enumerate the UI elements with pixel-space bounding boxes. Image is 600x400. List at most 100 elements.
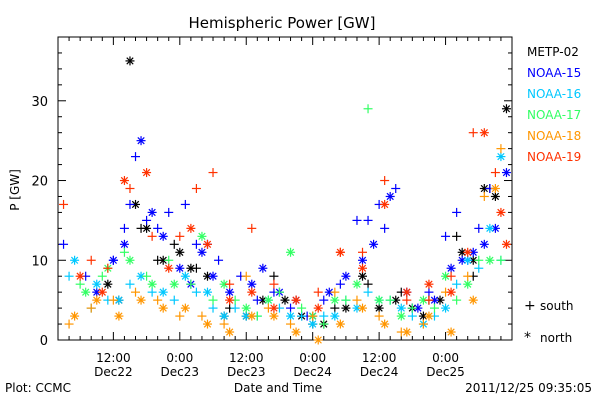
north-point-noaa-18 [180, 303, 190, 313]
south-point-noaa-16 [208, 303, 218, 313]
north-point-noaa-19 [119, 176, 129, 186]
star-stroke [159, 288, 167, 296]
plot-credit: Plot: CCMC [5, 381, 71, 395]
south-point-noaa-15 [352, 215, 362, 225]
star-stroke [425, 312, 433, 320]
star-stroke [447, 288, 455, 296]
x-axis-label: Date and Time [234, 381, 322, 395]
star-stroke [248, 312, 256, 320]
south-point-noaa-18 [308, 311, 318, 321]
star-stroke [358, 256, 367, 264]
south-point-noaa-19 [103, 263, 113, 273]
star-stroke [342, 272, 350, 280]
star-stroke [375, 304, 383, 312]
star-stroke [436, 296, 444, 304]
star-stroke [369, 240, 378, 248]
north-point-noaa-19 [164, 263, 174, 273]
north-point-noaa-19 [75, 271, 85, 281]
north-point-noaa-18 [380, 319, 390, 329]
south-point-noaa-18 [86, 303, 96, 313]
north-point-noaa-18 [335, 319, 345, 329]
north-point-noaa-15 [324, 287, 334, 297]
legend-entry-noaa-15: NOAA-15 [527, 66, 581, 80]
north-point-noaa-17 [418, 295, 428, 305]
star-stroke [353, 304, 361, 312]
star-stroke [336, 320, 345, 328]
star-stroke [70, 312, 79, 320]
north-point-noaa-17 [147, 279, 157, 289]
south-point-noaa-15 [380, 223, 390, 233]
south-point-noaa-16 [191, 287, 201, 297]
north-point-noaa-15 [108, 255, 118, 265]
star-stroke [93, 296, 101, 304]
south-point-noaa-16 [125, 279, 135, 289]
south-point-noaa-19 [313, 287, 323, 297]
north-point-noaa-15 [501, 168, 511, 178]
star-stroke [93, 288, 101, 296]
star-stroke [248, 288, 256, 296]
star-stroke [181, 304, 190, 312]
north-point-noaa-17 [81, 287, 91, 297]
legend-marker-label: north [540, 331, 572, 345]
north-point-noaa-18 [468, 295, 478, 305]
south-point-noaa-18 [330, 287, 340, 297]
north-point-noaa-18 [225, 327, 235, 337]
star-stroke [209, 272, 217, 280]
south-point-noaa-19 [402, 295, 412, 305]
north-point-metp-02 [374, 303, 384, 313]
north-point-noaa-18 [70, 311, 80, 321]
south-point-noaa-18 [64, 319, 74, 329]
south-point-noaa-18 [131, 287, 141, 297]
north-point-noaa-15 [457, 255, 467, 265]
star-stroke [358, 304, 367, 312]
south-point-noaa-16 [363, 287, 373, 297]
south-point-noaa-19 [358, 247, 368, 257]
north-point-noaa-15 [147, 207, 157, 217]
star-stroke [259, 296, 267, 304]
star-stroke [148, 208, 156, 217]
star-stroke [220, 312, 228, 320]
north-point-noaa-15 [247, 279, 257, 289]
legend-marker-symbol: * [524, 330, 531, 346]
star-stroke [270, 312, 278, 320]
star-stroke [397, 312, 405, 320]
star-stroke [115, 312, 123, 320]
north-point-noaa-15 [208, 271, 218, 281]
star-stroke [137, 272, 145, 280]
star-stroke [358, 272, 367, 280]
south-point-noaa-17 [341, 295, 351, 305]
star-stroke [203, 272, 212, 280]
south-point-noaa-18 [108, 295, 118, 305]
north-point-noaa-19 [402, 287, 412, 297]
star-stroke [353, 280, 361, 288]
star-stroke [392, 296, 400, 304]
south-point-noaa-17 [407, 303, 417, 313]
x-tick-time: 0:00 [432, 351, 459, 365]
north-point-noaa-19 [142, 168, 152, 178]
north-point-noaa-19 [424, 279, 434, 289]
north-point-noaa-19 [269, 303, 279, 313]
south-point-noaa-18 [175, 311, 185, 321]
x-tick-time: 12:00 [229, 351, 264, 365]
north-point-noaa-18 [402, 327, 412, 337]
north-point-metp-02 [175, 247, 185, 257]
north-point-noaa-15 [158, 231, 168, 241]
south-point-noaa-16 [169, 295, 179, 305]
star-stroke [464, 256, 472, 264]
star-stroke [447, 264, 455, 272]
north-point-noaa-16 [330, 311, 340, 321]
north-point-noaa-18 [490, 184, 500, 193]
south-point-noaa-17 [297, 303, 307, 313]
north-point-noaa-17 [125, 255, 135, 265]
north-point-noaa-16 [441, 303, 451, 313]
north-point-noaa-15 [446, 263, 456, 273]
south-point-noaa-17 [164, 255, 174, 265]
north-point-noaa-18 [247, 311, 257, 321]
north-point-noaa-19 [358, 263, 368, 273]
star-stroke [380, 320, 389, 328]
star-stroke [464, 280, 472, 288]
north-point-noaa-19 [186, 223, 196, 233]
legend-entry-noaa-19: NOAA-19 [527, 150, 581, 164]
north-point-noaa-16 [396, 303, 406, 313]
star-stroke [148, 280, 156, 288]
